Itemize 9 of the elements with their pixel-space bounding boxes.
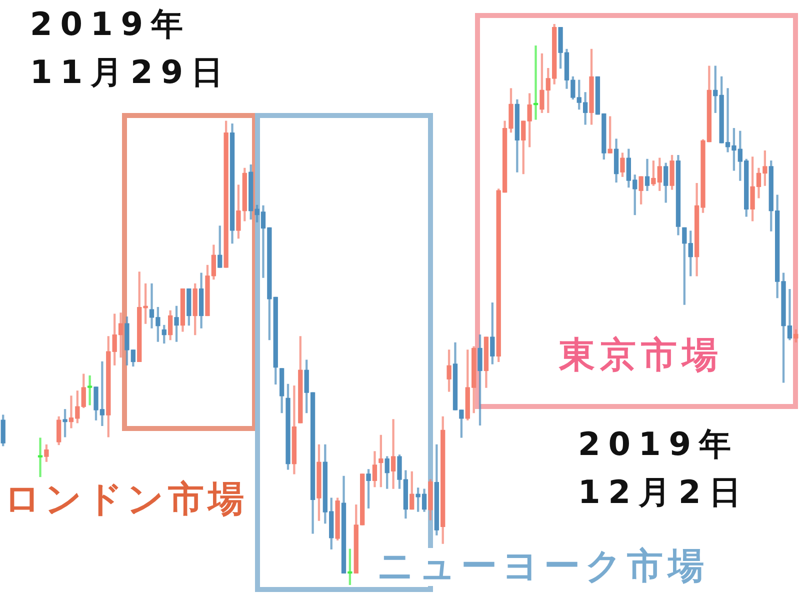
candlestick <box>390 419 396 489</box>
candlestick <box>38 438 43 478</box>
candlestick <box>533 46 538 120</box>
annotation: ロンドン市場 <box>4 479 248 520</box>
annotation: 2019年 12月2日 <box>578 420 749 516</box>
annotation: 2019年 11月29日 <box>30 0 232 96</box>
annotation: 東京市場 <box>559 335 723 376</box>
annotation: ニューヨーク市場 <box>377 546 709 587</box>
candlestick <box>87 375 92 406</box>
